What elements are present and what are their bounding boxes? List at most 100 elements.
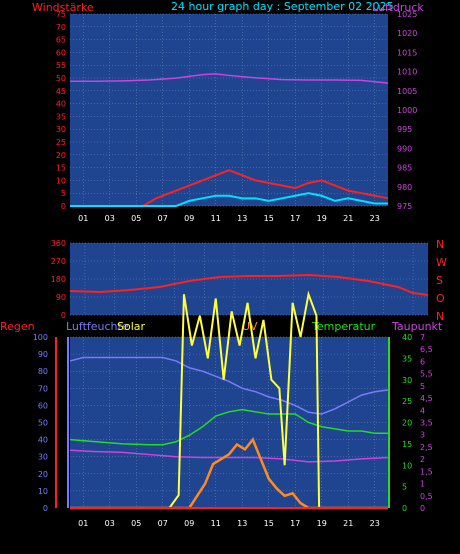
direction-tick-label: 0 [61,311,66,320]
dewpoint-tick-label: 7 [420,333,425,342]
dewpoint-tick-label: 2 [420,455,425,464]
wind-tick-label: 10 [56,176,66,185]
pressure-tick-label: 1020 [397,29,417,38]
compass-label: S [436,274,443,287]
wind-tick-label: 35 [56,112,66,121]
pressure-tick-label: 1010 [397,68,417,77]
humidity-line [69,356,389,415]
wind-tick-label: 40 [56,100,66,109]
pressure-tick-label: 985 [397,164,412,173]
hour-axis-ticks: 01 03 05 07 09 11 13 15 17 19 21 23 [78,214,380,223]
pressure-tick-label: 1000 [397,106,417,115]
hour-tick-label: 15 [264,519,274,528]
wind-tick-label: 45 [56,87,66,96]
temperature-axis-ticks: 0 5 10 15 20 25 30 35 40 [402,333,412,513]
temperature-tick-label: 15 [402,440,412,449]
pressure-tick-label: 1025 [397,10,417,19]
dewpoint-tick-label: 3,5 [420,419,433,428]
wind-tick-label: 30 [56,125,66,134]
dewpoint-tick-label: 0,5 [420,492,433,501]
humidity-tick-label: 100 [33,333,48,342]
pressure-tick-label: 995 [397,125,412,134]
wind-tick-label: 0 [61,202,66,211]
wind-tick-label: 5 [61,189,66,198]
wind-series [70,73,389,207]
uv-line [70,437,388,510]
temperature-axis-title: Temperatur [311,320,376,333]
wind-grid [70,13,388,207]
hour-tick-label: 13 [237,214,247,223]
hour-tick-label: 13 [237,519,247,528]
wind-tick-label: 55 [56,61,66,70]
temperature-line [69,408,388,446]
temperature-tick-label: 25 [402,397,412,406]
wind-tick-label: 20 [56,151,66,160]
hour-tick-label: 19 [317,214,327,223]
hour-tick-label: 05 [131,214,141,223]
temperature-tick-label: 0 [402,504,407,513]
dewpoint-tick-label: 4,5 [420,394,433,403]
compass-label: N [436,310,444,323]
dewpoint-tick-label: 4 [420,406,425,415]
direction-line [69,273,429,296]
pressure-tick-label: 1015 [397,48,417,57]
compass-label: N [436,238,444,251]
hour-tick-label: 11 [211,214,221,223]
direction-tick-label: 90 [56,293,66,302]
humidity-axis-ticks: 0 10 20 30 40 50 60 70 80 90 100 [33,333,48,513]
wind-tick-label: 70 [56,23,66,32]
temperature-tick-label: 5 [402,483,407,492]
direction-tick-label: 270 [51,257,66,266]
direction-plot-area [70,243,428,315]
hour-tick-label: 07 [158,214,168,223]
dewpoint-tick-label: 1,5 [420,467,433,476]
compass-label: O [436,292,445,305]
dewpoint-tick-label: 0 [420,504,425,513]
temperature-tick-label: 30 [402,376,412,385]
humidity-tick-label: 0 [43,504,48,513]
direction-tick-label: 180 [51,275,66,284]
direction-axis-ticks: 0 90 180 270 360 [51,239,66,320]
humidity-tick-label: 30 [38,453,48,462]
wind-tick-label: 60 [56,48,66,57]
hour-tick-label: 23 [370,519,380,528]
direction-series [69,273,429,296]
hour-tick-label: 03 [105,214,115,223]
wind-tick-label: 15 [56,164,66,173]
dewpoint-axis-ticks: 0 0,5 1 1,5 2 2,5 3 3,5 4 4,5 5 5,5 6 6,5 7 [420,333,433,513]
hour-tick-label: 01 [78,214,88,223]
hour-tick-label: 17 [290,214,300,223]
wind-plot-area [70,14,388,206]
solar-title: Solar [117,320,146,333]
dewpoint-tick-label: 6 [420,357,425,366]
hour-tick-label: 21 [343,214,353,223]
pressure-axis-title: Luftdruck [372,1,424,14]
wind-line [70,169,389,207]
pressure-tick-label: 1005 [397,87,417,96]
hour-tick-label: 05 [131,519,141,528]
hour-tick-label: 09 [184,214,194,223]
dewpoint-tick-label: 6,5 [420,345,433,354]
hour-tick-label: 23 [370,214,380,223]
hour-tick-label: 07 [158,519,168,528]
direction-tick-label: 360 [51,239,66,248]
humidity-tick-label: 70 [38,384,48,393]
dewpoint-tick-label: 2,5 [420,443,433,452]
humidity-tick-label: 50 [38,419,48,428]
hour-tick-label: 09 [184,519,194,528]
humidity-axis-title: Luftfeuchte [66,320,129,333]
pressure-tick-label: 975 [397,202,412,211]
humidity-tick-label: 90 [38,350,48,359]
climate-series [69,290,389,510]
hour-tick-label: 15 [264,214,274,223]
dewpoint-tick-label: 1 [420,480,425,489]
wind-tick-label: 75 [56,10,66,19]
humidity-tick-label: 40 [38,436,48,445]
compass-label: W [436,256,447,269]
hour-tick-label: 17 [290,519,300,528]
wind-tick-label: 65 [56,36,66,45]
dewpoint-tick-label: 3 [420,431,425,440]
wind-axis-ticks: 0 5 10 15 20 25 30 35 40 45 50 55 60 65 70 75 [56,10,66,211]
